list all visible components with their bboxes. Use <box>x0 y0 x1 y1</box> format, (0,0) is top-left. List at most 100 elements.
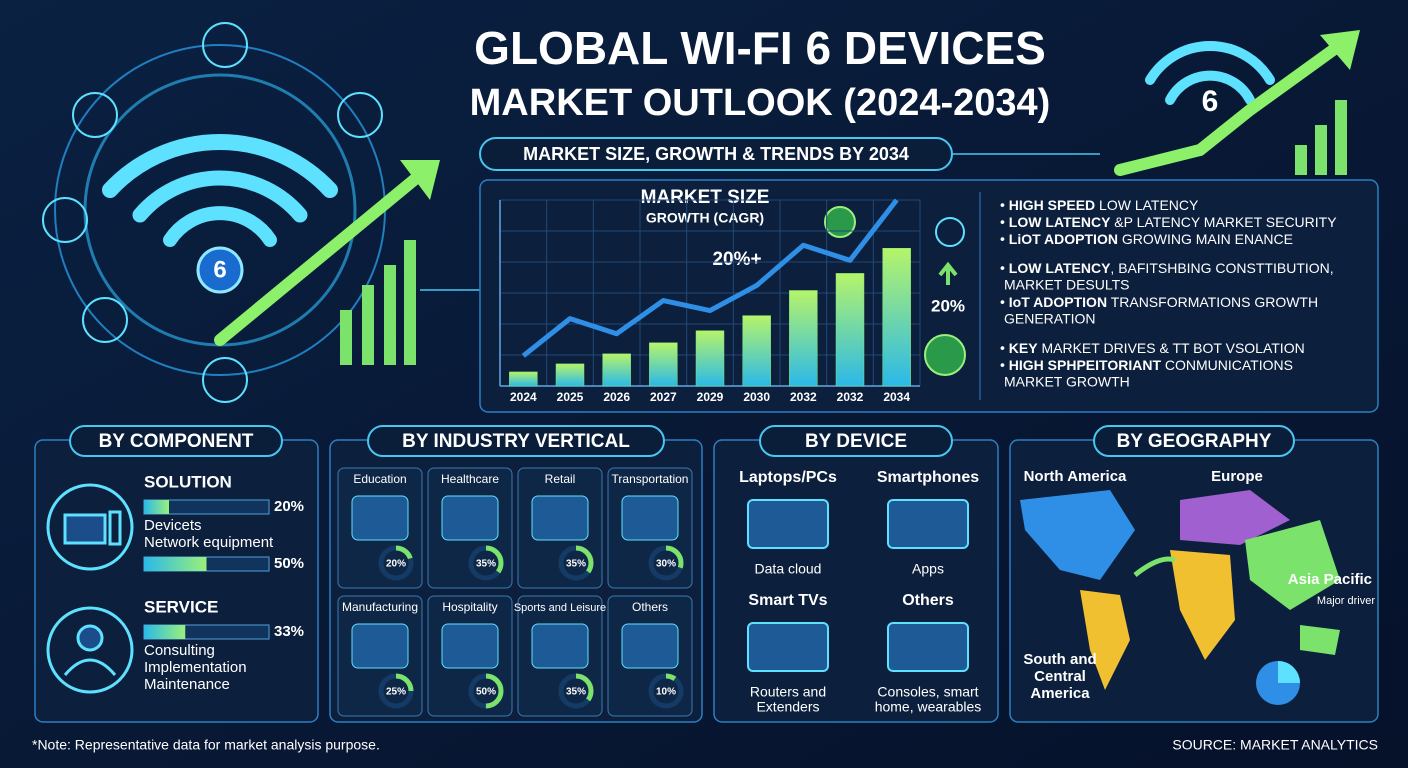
donut <box>648 545 684 581</box>
highlight: MARKET DESULTS <box>1004 277 1130 293</box>
industry-icon <box>351 623 409 669</box>
industry-icon <box>441 495 499 541</box>
region: Europe <box>1211 468 1263 485</box>
industry-name: Education <box>353 472 406 486</box>
title: MARKET OUTLOOK (2024-2034) <box>470 82 1051 124</box>
highlight: GENERATION <box>1004 311 1096 327</box>
bar <box>509 371 538 387</box>
highlight: • KEY MARKET DRIVES & TT BOT VSOLATION <box>1000 340 1305 356</box>
bar <box>649 342 678 387</box>
component-line: Maintenance <box>144 676 230 693</box>
highlight-text: MARKET DRIVES & TT BOT VSOLATION <box>1038 340 1305 356</box>
region: North America <box>1024 468 1127 485</box>
highlight: • HIGH SPEED LOW LATENCY <box>1000 197 1199 213</box>
x-tick-label: 2027 <box>650 390 677 404</box>
device-caption: Data cloud <box>755 561 822 577</box>
region-note: Major driver <box>1317 595 1375 607</box>
progress-label: 20% <box>274 498 304 515</box>
industry-name: Retail <box>545 472 576 486</box>
donut <box>468 545 504 581</box>
svg-text:6: 6 <box>213 256 226 283</box>
x-tick-label: 2034 <box>883 390 910 404</box>
device-caption: Apps <box>912 561 944 577</box>
x-tick-label: 2029 <box>697 390 724 404</box>
annotation: 20% <box>931 296 965 315</box>
donut-label: 20% <box>386 559 406 570</box>
donut-label: 35% <box>476 559 496 570</box>
progress-label: 33% <box>274 623 304 640</box>
subtitle: MARKET SIZE, GROWTH & TRENDS BY 2034 <box>523 144 909 164</box>
device-name: Others <box>902 592 954 609</box>
highlight: • HIGH SPHPEITORIANT CONMUNICATIONS <box>1000 357 1293 373</box>
title: GLOBAL WI-FI 6 DEVICES <box>474 22 1046 74</box>
progress-bar <box>144 625 186 639</box>
component-icons <box>46 483 134 694</box>
device-name: Smart TVs <box>748 592 827 609</box>
highlight-bold: LiOT ADOPTION <box>1009 231 1118 247</box>
component-line: Implementation <box>144 659 247 676</box>
component-name: SERVICE <box>144 597 218 616</box>
x-tick-label: 2032 <box>790 390 817 404</box>
highlight: • LOW LATENCY &P LATENCY MARKET SECURITY <box>1000 214 1337 230</box>
component-line: Network equipment <box>144 534 274 551</box>
x-tick-label: 2030 <box>743 390 770 404</box>
x-tick-label: 2024 <box>510 390 537 404</box>
hero-growth: 6 <box>1114 30 1360 176</box>
highlight-text: , BAFITSHBING CONSTTIBUTION, <box>1110 260 1333 276</box>
donut <box>468 673 504 709</box>
highlight-text: LOW LATENCY <box>1095 197 1199 213</box>
highlight-bold: HIGH SPHPEITORIANT <box>1009 357 1162 373</box>
region: America <box>1030 685 1090 702</box>
region: Asia Pacific <box>1288 571 1372 588</box>
highlight-bold: IoT ADOPTION <box>1009 294 1107 310</box>
donut-label: 50% <box>476 687 496 698</box>
industry-name: Hospitality <box>442 600 497 614</box>
donut-label: 35% <box>566 687 586 698</box>
device-caption: Routers and <box>750 684 826 700</box>
highlight-text: GROWING MAIN ENANCE <box>1118 231 1293 247</box>
highlight: • LiOT ADOPTION GROWING MAIN ENANCE <box>1000 231 1293 247</box>
section-title: BY INDUSTRY VERTICAL <box>402 431 630 452</box>
section-title: BY COMPONENT <box>99 431 254 452</box>
donut-label: 30% <box>656 559 676 570</box>
section-pill <box>759 425 953 457</box>
progress-bar <box>144 557 207 571</box>
bar <box>789 290 818 387</box>
donut <box>378 545 414 581</box>
device-icon <box>747 499 829 549</box>
highlight-text: CONMUNICATIONS <box>1161 357 1293 373</box>
industry-icon <box>531 495 589 541</box>
donut <box>558 545 594 581</box>
chart-decor <box>824 192 981 400</box>
section-pill <box>1093 425 1295 457</box>
industry-icon <box>351 495 409 541</box>
x-tick-label: 2032 <box>837 390 864 404</box>
component-line: Consulting <box>144 642 215 659</box>
device-caption: Consoles, smart <box>877 684 978 700</box>
industry-name: Healthcare <box>441 472 499 486</box>
device-caption: home, wearables <box>875 699 982 715</box>
donut-label: 35% <box>566 559 586 570</box>
donut <box>558 673 594 709</box>
x-tick-label: 2026 <box>603 390 630 404</box>
source: SOURCE: MARKET ANALYTICS <box>1172 737 1378 753</box>
svg-text:6: 6 <box>1202 85 1219 118</box>
device-icon <box>747 622 829 672</box>
device-name: Smartphones <box>877 469 979 486</box>
industry-icon <box>531 623 589 669</box>
highlight: • IoT ADOPTION TRANSFORMATIONS GROWTH <box>1000 294 1318 310</box>
component-name: SOLUTION <box>144 472 232 491</box>
donut-label: 10% <box>656 687 676 698</box>
highlight-text: TRANSFORMATIONS GROWTH <box>1107 294 1318 310</box>
chart-title: MARKET SIZE <box>641 187 770 208</box>
highlight-text: &P LATENCY MARKET SECURITY <box>1110 214 1337 230</box>
bar <box>695 330 725 387</box>
device-icon <box>887 499 969 549</box>
industry-icon <box>621 495 679 541</box>
industry-name: Transportation <box>612 472 689 486</box>
device-caption: Extenders <box>756 699 819 715</box>
progress-label: 50% <box>274 555 304 572</box>
highlight-bold: LOW LATENCY <box>1009 260 1111 276</box>
donut <box>648 673 684 709</box>
